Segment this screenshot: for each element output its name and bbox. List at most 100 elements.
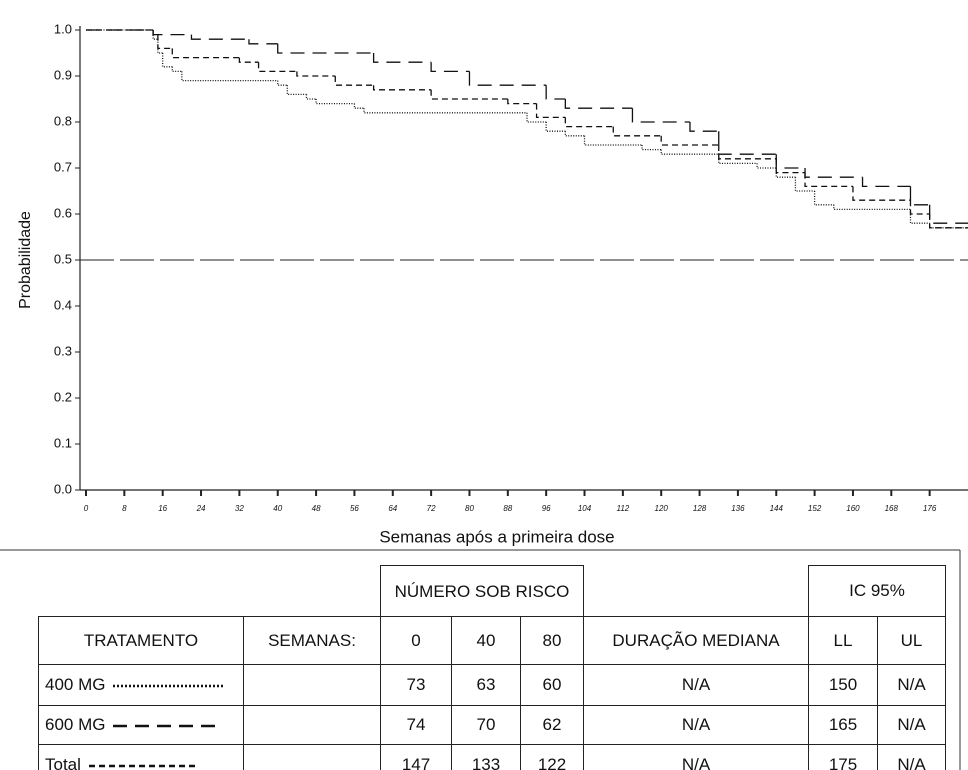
x-tick-label: 112 (616, 504, 629, 513)
x-tick-label: 56 (350, 504, 359, 513)
km-step (909, 186, 930, 206)
y-tick-label: 0.2 (54, 389, 72, 404)
x-tick-label: 40 (273, 504, 282, 513)
km-step (756, 163, 777, 169)
cell: SEMANAS: (243, 616, 381, 665)
km-step (775, 158, 806, 174)
y-tick-label: 0.8 (54, 113, 72, 128)
km-step (171, 66, 182, 73)
km-step (909, 200, 930, 215)
x-tick-label: 48 (312, 504, 321, 513)
km-step (861, 177, 911, 188)
km-step (353, 103, 365, 109)
x-tick-label: 64 (388, 504, 397, 513)
km-step (535, 103, 566, 119)
x-tick-label: 8 (122, 504, 127, 513)
km-step (804, 172, 853, 188)
treatment: 400 MG (45, 675, 106, 694)
cell: 62 (520, 705, 584, 745)
cell: 600 MG (38, 705, 244, 745)
x-tick-label: 72 (427, 504, 436, 513)
km-step (372, 53, 432, 63)
x-tick-label: 152 (808, 504, 822, 513)
row: 600 MG 74 70 62 N/A 165 N/A (38, 705, 946, 745)
cell: 400 MG (38, 664, 244, 706)
km-step (363, 108, 527, 114)
km-step (152, 30, 158, 36)
cell (243, 705, 381, 745)
cell: 147 (380, 744, 452, 770)
km-step (286, 85, 307, 96)
x-tick-label: 128 (693, 504, 707, 513)
cell: 150 (808, 664, 878, 706)
row: 400 MG 73 63 60 N/A 150 N/A (38, 664, 946, 706)
x-tick-label: 160 (846, 504, 860, 513)
cell: N/A (583, 705, 809, 745)
km-step (718, 131, 777, 155)
cell: N/A (877, 744, 946, 770)
km-step (804, 168, 863, 178)
cell: N/A (877, 664, 946, 706)
group-header: IC 95% (808, 565, 946, 617)
km-step (157, 34, 173, 50)
cell: 80 (520, 616, 584, 665)
chart: Semanas após a primeira dose Probabilida… (17, 21, 968, 546)
cell: 63 (451, 664, 521, 706)
cell: 175 (808, 744, 878, 770)
km-step (833, 204, 911, 211)
cell: N/A (877, 705, 946, 745)
km-step (334, 76, 374, 86)
km-step (641, 145, 662, 151)
x-tick-label: 80 (465, 504, 474, 513)
x-tick-label: 136 (731, 504, 745, 513)
km-step (564, 117, 614, 128)
km-step (430, 89, 508, 100)
km-step (162, 53, 173, 68)
km-step (152, 30, 192, 36)
cell (243, 744, 381, 770)
table: NÚMERO SOB RISCO IC 95% TRATAMENTO SEMANA… (38, 565, 946, 770)
y-axis-label: Probabilidade (17, 211, 34, 309)
km-step (296, 71, 336, 77)
cell: UL (877, 616, 946, 665)
y-tick-label: 0.6 (54, 205, 72, 220)
treatment: Total (45, 754, 81, 770)
km-step (238, 57, 259, 63)
km-step (190, 34, 249, 40)
km-step (660, 135, 719, 146)
x-tick-label: 104 (578, 504, 592, 513)
cell: 122 (520, 744, 584, 770)
km-step (612, 126, 662, 137)
km-step (257, 62, 297, 73)
cell (39, 566, 244, 617)
y-tick-label: 0.4 (54, 297, 72, 312)
cell (244, 566, 381, 617)
y-tick-label: 0.0 (54, 481, 72, 496)
km-step (171, 48, 240, 59)
cell: TRATAMENTO (38, 616, 244, 665)
km-step (545, 122, 566, 132)
km-step (852, 186, 911, 201)
km-step (526, 112, 547, 123)
cell: 165 (808, 705, 878, 745)
cell: 74 (380, 705, 452, 745)
cell: 133 (451, 744, 521, 770)
km-step (277, 43, 374, 54)
km-step (181, 71, 278, 82)
x-tick-label: 176 (923, 504, 937, 513)
km-step (909, 209, 930, 224)
x-tick-label: 24 (196, 504, 206, 513)
km-step (813, 191, 834, 206)
cell: N/A (583, 664, 809, 706)
cell: N/A (583, 744, 809, 770)
km-step (430, 62, 470, 73)
km-step (564, 99, 633, 109)
cell: 0 (380, 616, 452, 665)
x-tick-label: 168 (885, 504, 899, 513)
km-step (689, 122, 719, 132)
cell: LL (808, 616, 878, 665)
cell (584, 566, 809, 617)
line-sample (113, 684, 224, 688)
x-tick-label: 16 (158, 504, 167, 513)
line-sample (113, 724, 224, 728)
